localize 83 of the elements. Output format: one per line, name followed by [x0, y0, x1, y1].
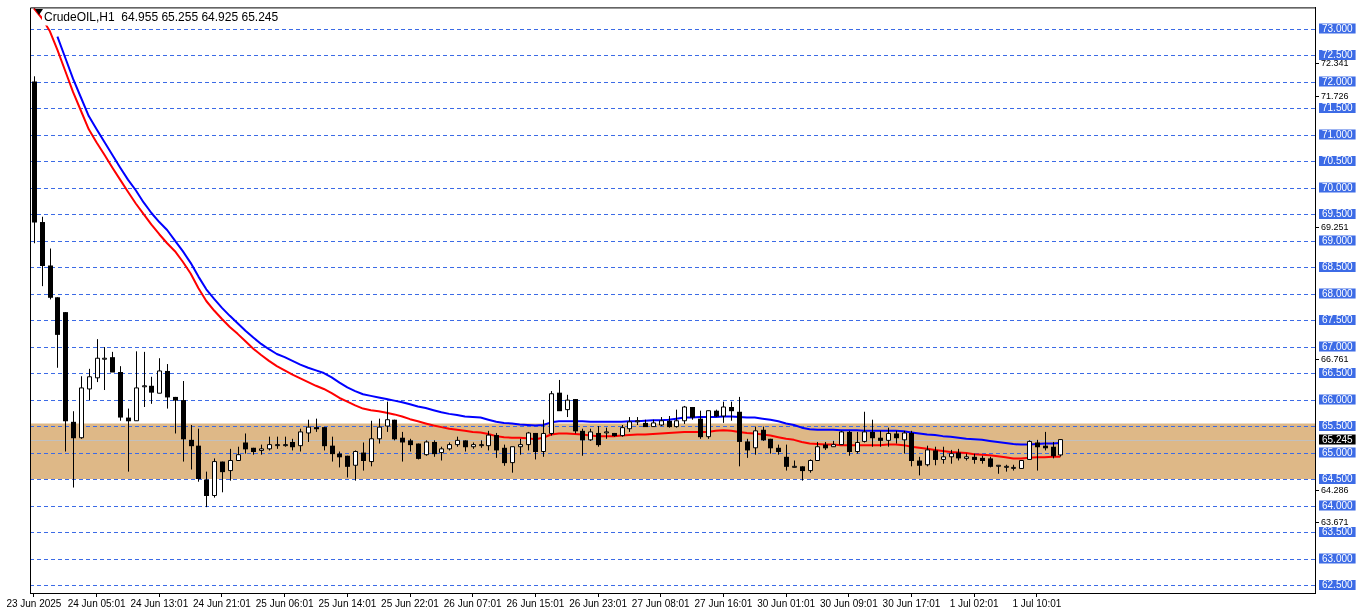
y-tick-label: 71.726 — [1321, 90, 1349, 101]
x-tick-label: 23 Jun 2025 — [6, 597, 62, 609]
candlestick — [549, 390, 554, 437]
candlestick — [784, 444, 789, 472]
ref-line-label: 71.500 — [1322, 102, 1354, 114]
candlestick — [157, 357, 162, 394]
candlestick — [886, 427, 891, 448]
y-tick-label: 72.341 — [1321, 58, 1349, 69]
ref-line-label: 70.500 — [1322, 155, 1354, 167]
candlestick — [557, 379, 562, 412]
ref-line-label: 65.000 — [1322, 446, 1354, 458]
candlestick — [494, 432, 499, 459]
candlestick — [110, 351, 115, 373]
ref-line-label: 67.000 — [1322, 340, 1354, 352]
candlestick — [745, 438, 750, 459]
candlestick — [862, 411, 867, 443]
candlestick — [855, 431, 860, 455]
x-tick-label: 25 Jun 06:01 — [255, 597, 314, 609]
candlestick — [330, 436, 335, 463]
ref-line-label: 69.500 — [1322, 208, 1354, 220]
candlestick — [502, 444, 507, 467]
candlestick — [243, 432, 248, 455]
x-tick-label: 26 Jun 07:01 — [443, 597, 503, 609]
x-tick-label: 26 Jun 15:01 — [506, 597, 565, 609]
x-tick-label: 30 Jun 09:01 — [819, 597, 879, 609]
ref-line-label: 68.500 — [1322, 261, 1354, 273]
candlestick — [353, 449, 358, 482]
candlestick — [596, 425, 601, 448]
candlestick — [870, 419, 875, 448]
ref-line-label: 64.000 — [1322, 499, 1354, 511]
candlestick — [71, 410, 76, 489]
y-tick-label: 66.761 — [1321, 353, 1349, 364]
candlestick — [149, 376, 154, 405]
ref-line-label: 66.500 — [1322, 367, 1354, 379]
ref-line-label: 65.245 — [1322, 433, 1354, 445]
x-tick-label: 1 Jul 02:01 — [949, 597, 1000, 609]
candlestick — [815, 441, 820, 462]
x-tick-label: 27 Jun 08:01 — [631, 597, 691, 609]
ref-line-label: 72.500 — [1322, 49, 1354, 61]
ref-line-label: 69.000 — [1322, 234, 1354, 246]
x-tick-label: 24 Jun 13:01 — [130, 597, 189, 609]
candlestick — [1035, 439, 1040, 472]
candlestick — [729, 401, 734, 422]
x-tick-label: 26 Jun 23:01 — [569, 597, 628, 609]
ref-line-label: 64.500 — [1322, 473, 1354, 485]
ref-line-label: 63.000 — [1322, 552, 1354, 564]
x-tick-label: 25 Jun 22:01 — [381, 597, 440, 609]
x-tick-label: 25 Jun 14:01 — [318, 597, 377, 609]
x-tick-label: 24 Jun 21:01 — [193, 597, 252, 609]
x-tick-label: 30 Jun 17:01 — [882, 597, 941, 609]
x-tick-label: 30 Jun 01:01 — [757, 597, 816, 609]
ref-line-label: 70.000 — [1322, 181, 1354, 193]
candlestick — [541, 419, 546, 458]
candlestick — [580, 428, 585, 457]
x-tick-label: 24 Jun 05:01 — [67, 597, 126, 609]
x-tick-label: 1 Jul 10:01 — [1012, 597, 1062, 609]
ref-line-label: 73.000 — [1322, 22, 1354, 34]
candlestick — [917, 456, 922, 476]
x-tick-label: 27 Jun 16:01 — [694, 597, 753, 609]
ref-line-label: 62.500 — [1322, 579, 1354, 591]
ref-line-label: 71.000 — [1322, 128, 1354, 140]
candlestick — [933, 446, 938, 466]
y-tick-label: 63.671 — [1321, 517, 1349, 528]
y-tick-label: 69.251 — [1321, 221, 1349, 232]
ref-line-label: 68.000 — [1322, 287, 1354, 299]
candlestick — [220, 461, 225, 493]
ref-line-label: 65.500 — [1322, 420, 1354, 432]
ref-line-label: 66.000 — [1322, 393, 1354, 405]
candlestick — [847, 430, 852, 457]
ref-line-label: 67.500 — [1322, 314, 1354, 326]
candlestick — [173, 396, 178, 434]
chart-title: CrudeOIL,H1 64.955 65.255 64.925 65.245 — [44, 9, 279, 24]
y-tick-label: 64.286 — [1321, 484, 1349, 495]
candlestick — [322, 426, 327, 451]
candlestick — [385, 401, 390, 433]
ref-line-label: 63.500 — [1322, 526, 1354, 538]
candlestick — [212, 457, 217, 499]
candlestick — [361, 441, 366, 472]
candlestick — [698, 410, 703, 440]
candlestick — [533, 432, 538, 460]
candlestick — [189, 424, 194, 471]
candlestick — [204, 471, 209, 508]
ref-line-label: 72.000 — [1322, 75, 1354, 87]
